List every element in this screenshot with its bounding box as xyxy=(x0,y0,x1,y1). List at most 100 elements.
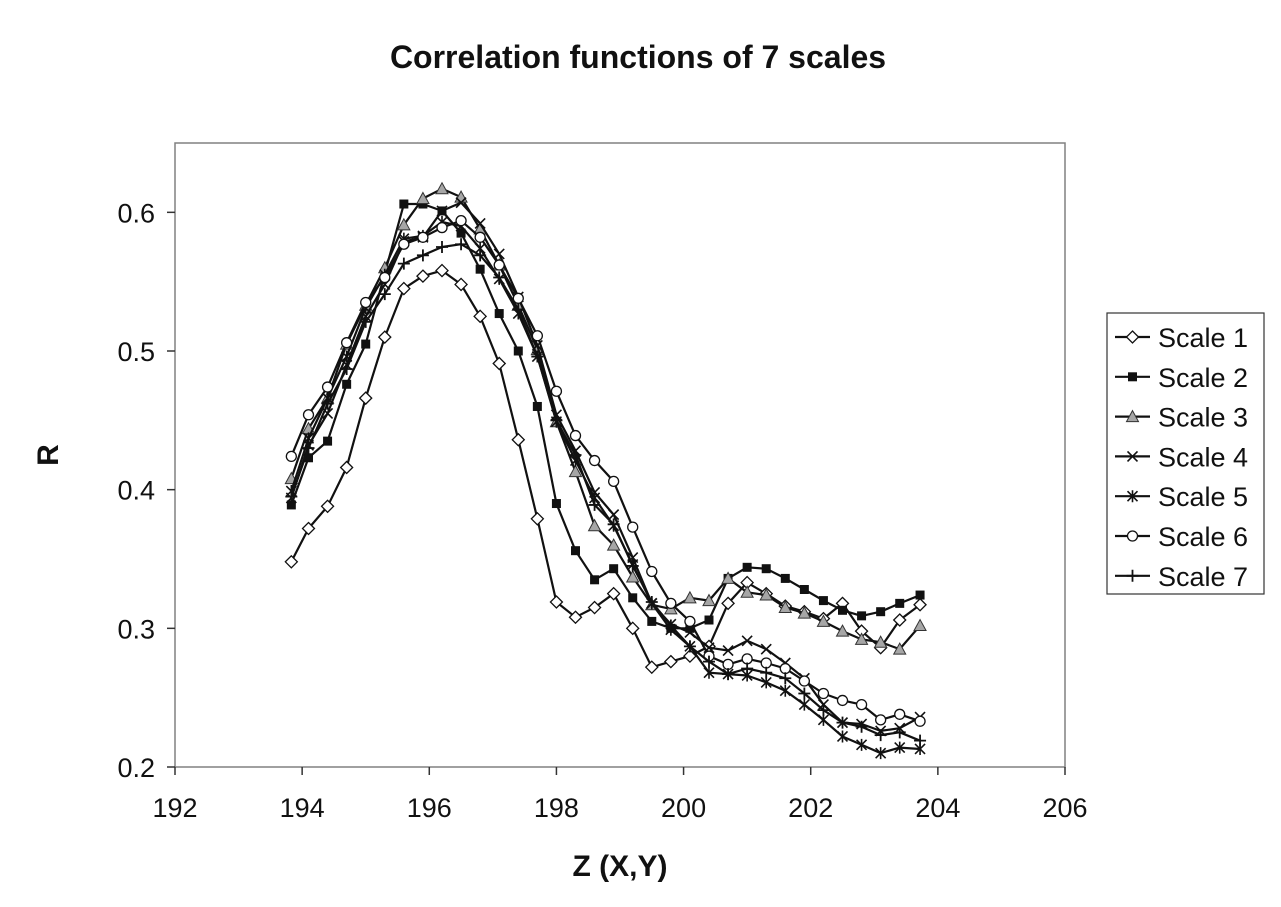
data-point xyxy=(683,649,697,663)
data-point xyxy=(664,619,677,632)
legend-entry: Scale 6 xyxy=(1115,522,1248,552)
data-point xyxy=(494,309,504,319)
data-point xyxy=(474,249,487,262)
series-7 xyxy=(285,238,927,747)
data-point xyxy=(855,720,868,733)
data-point xyxy=(304,453,313,463)
data-point xyxy=(493,248,505,260)
data-point xyxy=(302,409,315,421)
data-point xyxy=(893,726,906,739)
data-point xyxy=(569,449,582,461)
data-point xyxy=(875,747,887,760)
data-point xyxy=(779,684,791,697)
data-point xyxy=(455,197,467,209)
legend-entry: Scale 1 xyxy=(1115,323,1248,353)
data-point xyxy=(285,490,298,503)
x-tick-label: 196 xyxy=(407,793,452,823)
x-tick-label: 202 xyxy=(788,793,833,823)
legend-label: Scale 4 xyxy=(1158,442,1248,472)
data-point xyxy=(571,546,580,556)
y-tick-label: 0.2 xyxy=(117,753,155,783)
series-line xyxy=(290,220,921,755)
data-point xyxy=(416,249,429,262)
chart-title: Correlation functions of 7 scales xyxy=(390,39,886,75)
data-point xyxy=(874,714,887,726)
data-point xyxy=(722,668,735,681)
legend-swatch-marker xyxy=(1126,490,1139,503)
data-point xyxy=(799,585,809,595)
series-line xyxy=(290,269,921,669)
data-point xyxy=(607,518,620,531)
data-point xyxy=(436,221,448,234)
data-point xyxy=(685,623,695,633)
data-point xyxy=(532,401,542,411)
data-point xyxy=(531,330,544,342)
data-point xyxy=(838,605,847,615)
data-point xyxy=(587,518,602,532)
y-tick-label: 0.3 xyxy=(117,614,155,644)
legend-label: Scale 3 xyxy=(1158,403,1248,433)
series-line xyxy=(290,202,921,630)
data-point xyxy=(759,588,774,601)
legend-entry: Scale 3 xyxy=(1115,403,1248,433)
data-point xyxy=(435,181,449,195)
data-point xyxy=(473,309,488,324)
data-point xyxy=(876,607,886,617)
data-point xyxy=(436,205,448,217)
data-point xyxy=(647,616,657,626)
data-point xyxy=(454,277,468,292)
data-point xyxy=(359,315,372,328)
legend-swatch-marker xyxy=(1126,569,1139,582)
data-point xyxy=(663,654,678,669)
data-point xyxy=(474,217,486,229)
data-point xyxy=(892,613,907,627)
data-point xyxy=(914,734,927,747)
data-point xyxy=(512,292,524,304)
data-point xyxy=(895,598,905,608)
data-point xyxy=(836,694,849,707)
data-point xyxy=(340,337,353,349)
data-point xyxy=(835,624,850,637)
data-point xyxy=(320,499,335,514)
data-point xyxy=(530,511,545,526)
data-point xyxy=(587,600,602,615)
x-tick-label: 194 xyxy=(280,793,325,823)
data-point xyxy=(397,257,410,270)
data-point xyxy=(607,475,620,487)
legend-entry: Scale 5 xyxy=(1115,482,1248,512)
x-tick-label: 192 xyxy=(152,793,197,823)
data-point xyxy=(342,379,352,389)
data-point xyxy=(302,442,315,455)
legend-swatch-marker xyxy=(1125,409,1140,423)
legend-label: Scale 2 xyxy=(1158,363,1248,393)
data-point xyxy=(285,450,297,463)
data-point xyxy=(511,432,526,447)
data-point xyxy=(779,662,791,675)
data-point xyxy=(798,698,810,711)
data-point xyxy=(321,397,334,410)
data-point xyxy=(854,632,869,645)
data-point xyxy=(493,271,506,284)
data-point xyxy=(741,635,753,647)
data-point xyxy=(761,564,771,574)
data-point xyxy=(894,741,906,754)
x-tick-label: 200 xyxy=(661,793,706,823)
data-point xyxy=(608,509,620,521)
y-tick-label: 0.6 xyxy=(117,198,155,228)
data-point xyxy=(493,259,505,271)
legend-label: Scale 7 xyxy=(1158,562,1248,592)
data-point xyxy=(874,729,887,742)
data-point xyxy=(286,500,296,510)
data-point xyxy=(760,666,773,679)
data-point xyxy=(358,391,373,406)
data-point xyxy=(588,454,601,467)
data-point xyxy=(569,429,582,442)
data-point xyxy=(873,635,888,648)
data-point xyxy=(817,687,830,700)
legend-swatch-marker xyxy=(1128,372,1137,382)
legend-label: Scale 6 xyxy=(1158,522,1248,552)
data-point xyxy=(626,559,639,572)
data-point xyxy=(741,662,754,675)
data-point xyxy=(590,575,600,585)
